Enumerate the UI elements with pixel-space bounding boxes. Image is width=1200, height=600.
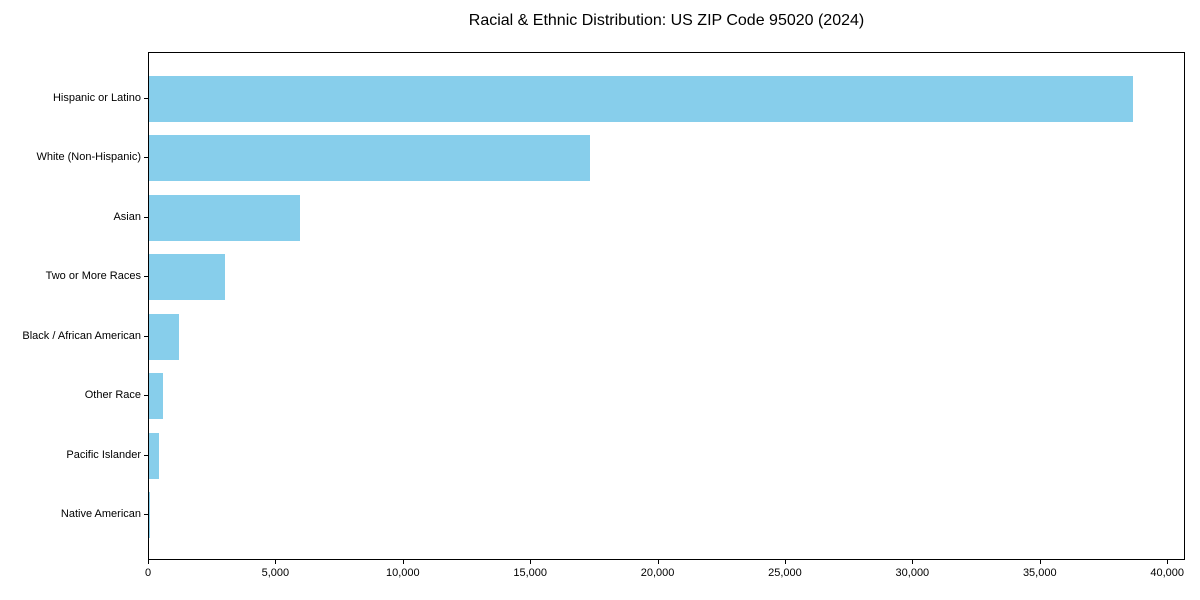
bar-other-race	[149, 373, 163, 420]
bar-two-or-more-races	[149, 254, 226, 301]
y-tick-label: Other Race	[84, 389, 141, 402]
y-tick-mark	[144, 97, 148, 99]
x-tick-label: 35,000	[1022, 567, 1057, 579]
y-tick-mark	[144, 276, 148, 278]
bar-native-american	[149, 492, 151, 539]
x-tick-mark	[530, 560, 532, 564]
y-tick-mark	[144, 454, 148, 456]
x-tick-label: 40,000	[1150, 567, 1184, 579]
x-tick-mark	[402, 560, 404, 564]
y-tick-mark	[144, 335, 148, 337]
x-tick-mark	[784, 560, 786, 564]
bar-pacific-islander	[149, 432, 159, 479]
y-tick-label: Black / African American	[22, 329, 141, 342]
y-tick-label: Asian	[113, 210, 141, 223]
x-tick-mark	[1039, 560, 1041, 564]
x-tick-mark	[275, 560, 277, 564]
bar-black-african-american	[149, 313, 179, 360]
bar-asian	[149, 194, 301, 241]
y-tick-label: White (Non-Hispanic)	[36, 151, 141, 164]
y-tick-mark	[144, 157, 148, 159]
x-tick-label: 20,000	[640, 567, 675, 579]
y-tick-label: Two or More Races	[45, 270, 141, 283]
x-tick-label: 25,000	[768, 567, 802, 579]
y-tick-label: Pacific Islander	[66, 448, 141, 461]
plot-area	[148, 52, 1185, 560]
bar-white-non-hispanic	[149, 135, 591, 182]
y-tick-mark	[144, 216, 148, 218]
x-tick-mark	[1167, 560, 1169, 564]
x-tick-mark	[657, 560, 659, 564]
x-tick-label: 30,000	[895, 567, 930, 579]
y-tick-label: Native American	[60, 508, 141, 521]
x-tick-label: 15,000	[513, 567, 547, 579]
y-tick-mark	[144, 514, 148, 516]
x-tick-label: 10,000	[385, 567, 420, 579]
x-tick-label: 0	[144, 567, 152, 579]
bar-hispanic-or-latino	[149, 75, 1134, 122]
y-tick-label: Hispanic or Latino	[52, 91, 141, 104]
x-tick-mark	[912, 560, 914, 564]
x-tick-label: 5,000	[261, 567, 290, 579]
x-tick-mark	[148, 560, 149, 564]
y-tick-mark	[144, 395, 148, 397]
chart-title: Racial & Ethnic Distribution: US ZIP Cod…	[468, 12, 865, 29]
